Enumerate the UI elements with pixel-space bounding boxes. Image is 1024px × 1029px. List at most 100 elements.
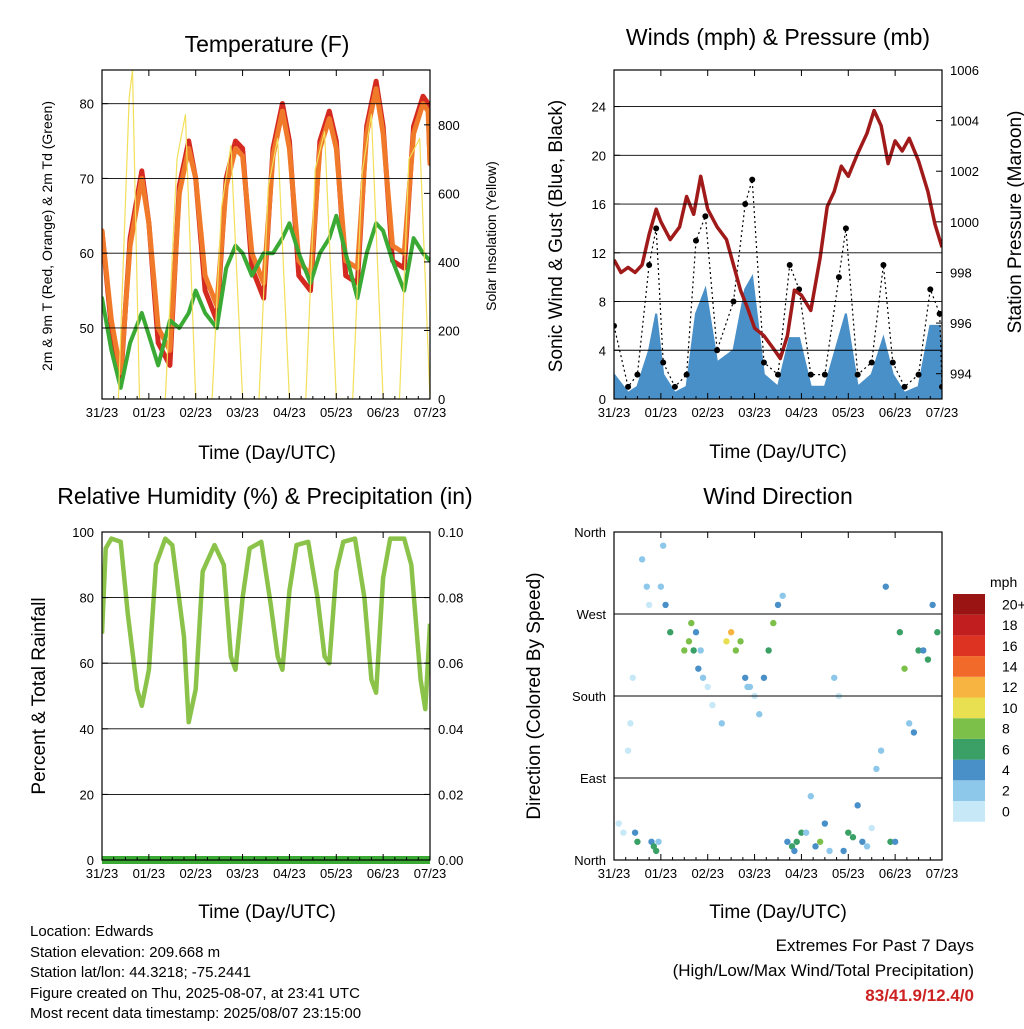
y2-tick-label: 400 — [438, 255, 460, 270]
direction-point — [634, 838, 641, 845]
extremes-heading: Extremes For Past 7 Days — [775, 936, 974, 955]
direction-point — [831, 674, 838, 681]
x-tick-label: 01/23 — [645, 405, 678, 420]
gust-point — [939, 383, 942, 390]
x-tick-label: 02/23 — [691, 405, 724, 420]
direction-point — [662, 601, 669, 609]
direction-point — [774, 601, 782, 609]
direction-point — [896, 629, 904, 636]
y-tick-label: 24 — [592, 100, 606, 115]
y2-tick-label: 994 — [950, 367, 972, 382]
y-tick-label: 80 — [80, 97, 94, 112]
direction-point — [891, 838, 899, 845]
temperature-y2label: Solar Insolation (Yellow) — [483, 161, 499, 311]
y2-tick-label: 800 — [438, 118, 460, 133]
y2-tick-label: 0.10 — [438, 525, 463, 540]
gust-point — [693, 237, 699, 244]
winds-panel: Winds (mph) & Pressure (mb) 0 4 8 12 16 20 24 9… — [546, 24, 1024, 463]
gust-point — [634, 371, 641, 378]
direction-point — [643, 583, 650, 590]
direction-point — [906, 720, 913, 727]
direction-point — [859, 838, 866, 845]
direction-point — [924, 656, 932, 663]
humidity-xlabel: Time (Day/UTC) — [198, 902, 336, 923]
gust-point — [842, 225, 849, 232]
x-tick-label: 07/23 — [414, 405, 447, 420]
direction-point — [615, 820, 622, 827]
direction-point — [629, 674, 636, 681]
direction-point — [845, 829, 852, 836]
y-tick-label: 12 — [592, 246, 606, 261]
direction-point — [732, 647, 740, 654]
gust-point — [936, 310, 942, 317]
winds-title: Winds (mph) & Pressure (mb) — [626, 24, 930, 50]
y-tick-label: 4 — [599, 343, 606, 358]
plot-frame — [613, 69, 943, 400]
direction-point — [816, 838, 824, 845]
direction-panel: Wind Direction NorthEastSouthWestNorth31… — [524, 483, 1024, 923]
humidity-panel: Relative Humidity (%) & Precipitation (i… — [29, 483, 473, 923]
direction-point — [756, 711, 763, 718]
temperature-panel: Temperature (F) 50607080020040060080031/… — [39, 31, 499, 464]
direction-point — [877, 747, 885, 754]
y-tick-label: 40 — [80, 722, 94, 737]
direction-point — [718, 720, 725, 727]
x-tick-label: 03/23 — [226, 866, 259, 881]
plot-frame — [101, 69, 431, 400]
legend-label: 18 — [1002, 617, 1018, 633]
direction-point — [692, 629, 700, 636]
plot-frame — [101, 531, 431, 861]
y-tick-label: 20 — [80, 787, 94, 802]
x-tick-label: 31/23 — [86, 405, 119, 420]
x-tick-label: 06/23 — [879, 405, 912, 420]
legend-swatch — [953, 780, 985, 801]
station-latlon: Station lat/lon: 44.3218; -75.2441 — [30, 964, 252, 981]
direction-point — [929, 601, 936, 609]
legend-swatch — [953, 697, 985, 719]
legend-label: 8 — [1002, 721, 1010, 737]
figure-created: Figure created on Thu, 2025-08-07, at 23… — [30, 984, 360, 1002]
x-tick-label: 06/23 — [879, 866, 912, 881]
direction-point — [631, 829, 639, 836]
extremes-subheading: (High/Low/Max Wind/Total Precipitation) — [672, 961, 974, 980]
direction-point — [779, 592, 786, 599]
direction-point — [699, 674, 707, 681]
direction-xlabel: Time (Day/UTC) — [709, 902, 847, 923]
gust-point — [749, 176, 756, 183]
x-tick-label: 03/23 — [738, 405, 771, 420]
legend-swatch — [953, 635, 985, 657]
gust-point — [625, 383, 632, 390]
gust-point — [646, 261, 653, 268]
direction-point — [854, 802, 861, 809]
y2-tick-label: 0.04 — [438, 722, 463, 737]
direction-ylabel: Direction (Colored By Speed) — [524, 572, 545, 819]
temperature-series-group — [102, 70, 430, 399]
x-tick-label: 04/23 — [785, 405, 818, 420]
y2-tick-label: 600 — [438, 186, 460, 201]
direction-point — [690, 647, 697, 654]
gust-point — [868, 359, 875, 366]
y-tick-label: West — [577, 607, 607, 622]
y-tick-label: 20 — [592, 148, 606, 163]
direction-point — [737, 638, 744, 645]
recent-timestamp: Most recent data timestamp: 2025/08/07 2… — [30, 1005, 362, 1022]
direction-point — [723, 638, 730, 645]
x-tick-label: 02/23 — [691, 866, 724, 881]
y-tick-label: 70 — [80, 171, 94, 186]
x-tick-label: 31/23 — [598, 866, 631, 881]
x-tick-label: 31/23 — [86, 866, 119, 881]
x-tick-label: 03/23 — [738, 866, 771, 881]
legend-label: 20+ — [1002, 596, 1024, 612]
x-tick-label: 05/23 — [320, 405, 353, 420]
direction-point — [802, 829, 810, 836]
winds-ylabel: Sonic Wind & Gust (Blue, Black) — [546, 100, 567, 372]
temperature-ylabel: 2m & 9m T (Red, Orange) & 2m Td (Green) — [39, 101, 55, 371]
direction-point — [704, 683, 711, 691]
gust-point — [660, 359, 667, 366]
series-rh — [102, 536, 430, 725]
direction-point — [770, 619, 777, 627]
y2-tick-label: 1002 — [950, 164, 979, 179]
x-tick-label: 07/23 — [926, 405, 959, 420]
gust-point — [807, 371, 814, 378]
